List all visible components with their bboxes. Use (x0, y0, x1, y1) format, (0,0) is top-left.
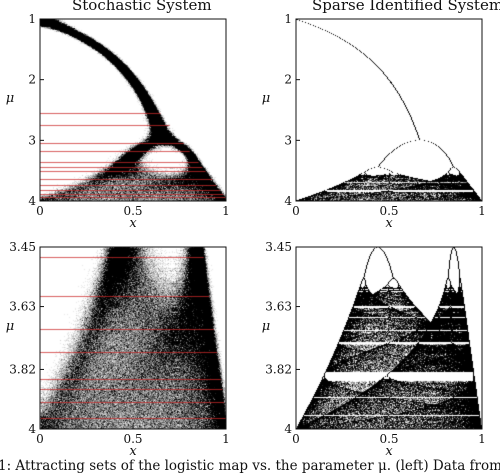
figure-caption: 1: Attracting sets of the logistic map v… (0, 458, 500, 474)
x-tick-label: 0 (292, 432, 300, 446)
y-tick-label: 3.82 (9, 362, 36, 376)
y-tick-label: 3.45 (265, 240, 292, 254)
y-tick-label: 1 (284, 12, 292, 26)
x-axis-label: x (385, 216, 393, 231)
x-tick-label: 1 (222, 432, 230, 446)
y-axis-label: μ (262, 91, 270, 106)
chart-panel-2: 0 0.5 1 1 2 3 4 x μ (262, 12, 486, 231)
chart-panel-3: 0 0.5 1 3.45 3.63 3.82 4 x μ (6, 240, 230, 459)
x-tick-label: 0 (36, 432, 44, 446)
chart-panel-4: 0 0.5 1 3.45 3.63 3.82 4 x μ (262, 240, 486, 459)
attractor-points (40, 247, 226, 429)
x-axis-label: x (385, 444, 393, 459)
y-tick-label: 4 (284, 422, 292, 436)
x-tick-label: 0.5 (379, 204, 398, 218)
x-tick-label: 0.5 (123, 204, 142, 218)
y-tick-label: 3 (28, 133, 36, 147)
y-tick-label: 2 (28, 73, 36, 87)
y-tick-label: 3.63 (9, 300, 36, 314)
y-tick-label: 4 (28, 194, 36, 208)
y-tick-label: 3.63 (265, 300, 292, 314)
x-tick-label: 0 (36, 204, 44, 218)
x-tick-label: 1 (478, 204, 486, 218)
y-axis-label: μ (6, 91, 14, 106)
y-tick-label: 2 (284, 73, 292, 87)
title-stochastic: Stochastic System (72, 0, 212, 14)
y-tick-label: 1 (28, 12, 36, 26)
attractor-points (296, 19, 482, 201)
y-axis-label: μ (262, 319, 270, 334)
x-tick-label: 0 (292, 204, 300, 218)
title-sparse: Sparse Identified System (312, 0, 500, 14)
x-axis-label: x (129, 216, 137, 231)
x-axis-label: x (129, 444, 137, 459)
y-tick-label: 4 (28, 422, 36, 436)
x-tick-label: 1 (478, 432, 486, 446)
attractor-points (40, 19, 226, 201)
y-tick-label: 3.45 (9, 240, 36, 254)
x-tick-label: 1 (222, 204, 230, 218)
y-axis-label: μ (6, 319, 14, 334)
attractor-points (296, 247, 482, 429)
y-tick-label: 3.82 (265, 362, 292, 376)
y-tick-label: 3 (284, 133, 292, 147)
x-tick-label: 0.5 (379, 432, 398, 446)
y-tick-label: 4 (284, 194, 292, 208)
chart-panel-1: 0 0.5 1 1 2 3 4 x μ (6, 12, 230, 231)
x-tick-label: 0.5 (123, 432, 142, 446)
